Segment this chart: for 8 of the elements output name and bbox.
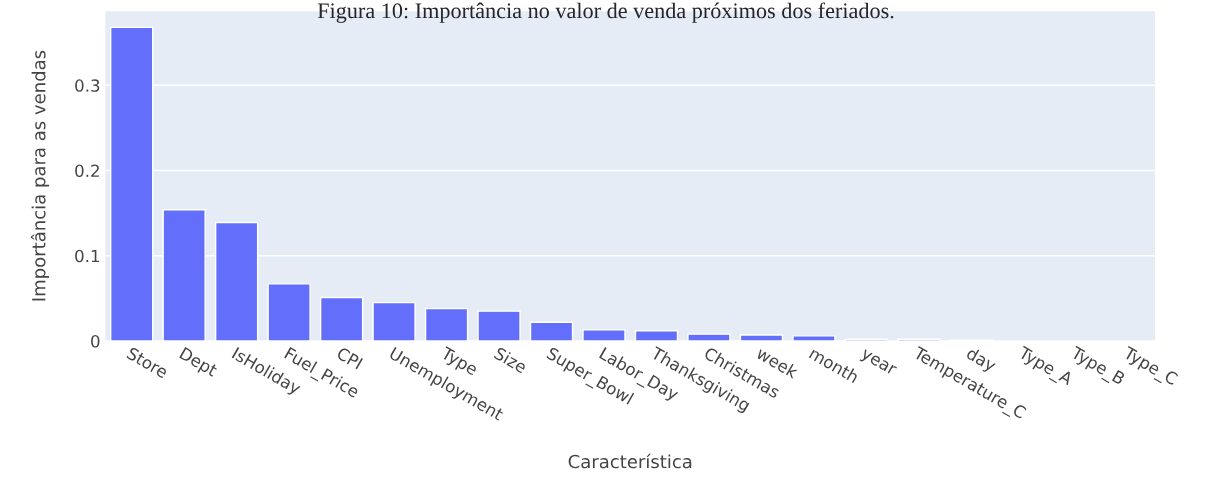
y-tick-label: 0 (91, 334, 100, 348)
y-tick-label: 0.3 (75, 79, 100, 92)
y-axis-title: Importância para as vendas (30, 50, 50, 301)
y-tick-label: 0.1 (75, 249, 100, 263)
x-axis-title: Característica (568, 453, 692, 469)
x-tick-label: year (858, 348, 897, 379)
chart-title: Figura 10: Importância no valor de venda próximos dos feriados. (317, 2, 894, 23)
y-tick-label: 0.2 (75, 164, 99, 178)
